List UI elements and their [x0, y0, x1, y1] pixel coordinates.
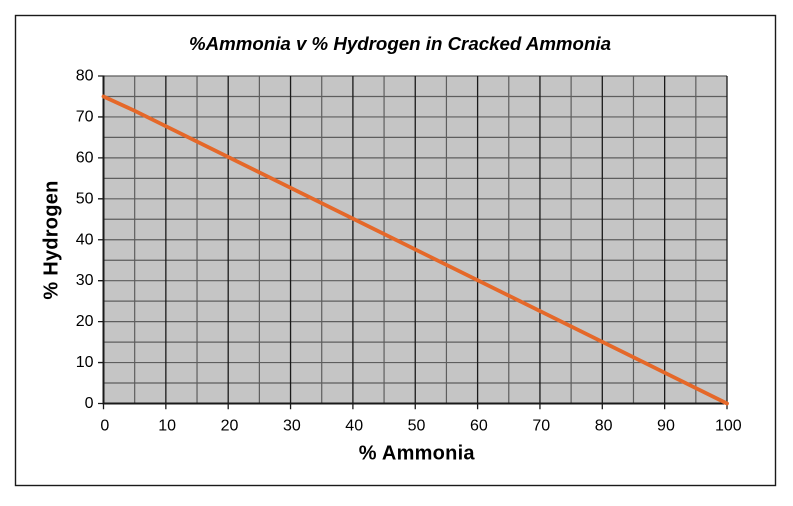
svg-text:100: 100 [715, 418, 742, 435]
svg-text:40: 40 [345, 418, 363, 435]
svg-text:90: 90 [657, 418, 675, 435]
svg-text:% Ammonia: % Ammonia [359, 442, 476, 464]
svg-text:80: 80 [76, 68, 94, 85]
svg-text:% Hydrogen: % Hydrogen [41, 180, 63, 299]
svg-text:50: 50 [76, 190, 94, 207]
svg-text:30: 30 [76, 272, 94, 289]
svg-text:60: 60 [470, 418, 488, 435]
svg-text:20: 20 [221, 418, 239, 435]
svg-text:10: 10 [76, 354, 94, 371]
svg-text:10: 10 [158, 418, 176, 435]
svg-text:60: 60 [76, 149, 94, 166]
svg-text:20: 20 [76, 313, 94, 330]
svg-text:50: 50 [408, 418, 426, 435]
svg-text:40: 40 [76, 231, 94, 248]
svg-text:0: 0 [85, 395, 94, 412]
svg-text:80: 80 [595, 418, 613, 435]
svg-text:30: 30 [283, 418, 301, 435]
svg-text:70: 70 [76, 108, 94, 125]
svg-text:%Ammonia v % Hydrogen in Crack: %Ammonia v % Hydrogen in Cracked Ammonia [189, 33, 611, 54]
svg-text:0: 0 [100, 418, 109, 435]
svg-text:70: 70 [532, 418, 550, 435]
